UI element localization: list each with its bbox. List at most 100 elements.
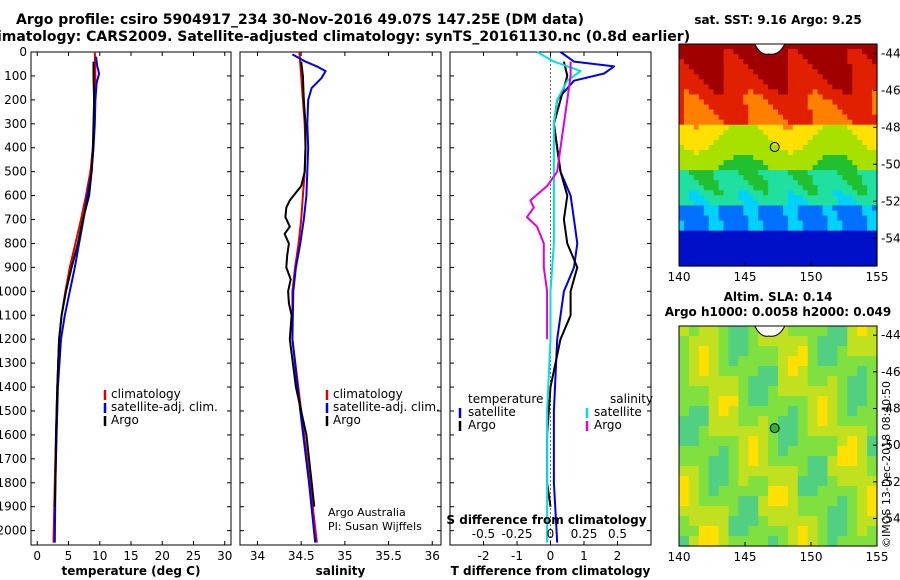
map-cell [688, 155, 695, 161]
map-cell [847, 336, 858, 347]
map-cell [688, 245, 695, 252]
figure-title-line1: Argo profile: csiro 5904917_234 30-Nov-2… [16, 12, 584, 28]
map-cell [842, 215, 848, 222]
map-cell [683, 69, 690, 75]
map-cell [812, 255, 819, 262]
map-cell [807, 336, 819, 347]
map-cell [867, 109, 873, 116]
map-cell [708, 446, 720, 457]
map-cell [688, 134, 695, 141]
map-cell [827, 195, 834, 202]
map-cell [852, 144, 858, 151]
map-cell [778, 486, 789, 497]
map-cell [857, 346, 868, 357]
map-cell [822, 245, 829, 252]
map-cell [852, 235, 858, 242]
map-cell [693, 205, 700, 212]
map-cell [758, 129, 764, 136]
map-cell [683, 180, 690, 186]
map-cell [837, 84, 843, 91]
map-cell [713, 149, 720, 156]
map-cell [698, 44, 705, 50]
map-cell [698, 366, 710, 377]
y-tick-label: -44 [881, 328, 900, 342]
map-cell [748, 119, 754, 126]
map-cell [773, 74, 779, 80]
map-cell [867, 59, 873, 65]
map-cell [792, 235, 799, 242]
x-tick-label: -2 [478, 549, 490, 563]
map-cell [822, 49, 829, 55]
legend-entry: satellite [468, 405, 516, 419]
map-cell [778, 94, 784, 101]
y-tick-label: -54 [881, 512, 900, 526]
map-cell [708, 94, 715, 101]
map-cell [708, 195, 715, 202]
map-cell [867, 175, 873, 181]
map-cell [797, 155, 804, 161]
map-cell [693, 250, 700, 257]
map-cell [862, 185, 868, 191]
map-cell [822, 175, 829, 181]
map-cell [842, 185, 848, 191]
map-cell [679, 170, 685, 176]
map-cell [703, 200, 710, 207]
salinity-profile-panel: 34 34.5 35 35.5 36salinityclimatologysatelli… [239, 51, 442, 578]
map-cell [683, 114, 690, 121]
map-cell [713, 205, 720, 212]
map-cell [768, 366, 779, 377]
map-cell [822, 235, 829, 242]
map-cell [718, 119, 725, 126]
map-cell [743, 260, 749, 267]
map-cell [718, 114, 725, 121]
map-cell [807, 74, 814, 80]
map-cell [822, 134, 829, 141]
map-cell [787, 235, 794, 242]
map-cell [728, 89, 735, 96]
map-cell [748, 210, 754, 217]
map-cell [688, 366, 700, 377]
map-cell [827, 215, 834, 222]
map-cell [847, 64, 853, 70]
map-cell [857, 235, 863, 242]
map-cell [688, 220, 695, 227]
map-cell [688, 129, 695, 136]
map-cell [748, 446, 759, 457]
map-cell [802, 114, 809, 121]
map-cell [748, 129, 754, 136]
map-cell [743, 230, 749, 237]
map-cell [728, 200, 735, 207]
map-cell [872, 160, 878, 166]
map-cell [792, 99, 799, 106]
map-cell [693, 260, 700, 267]
map-cell [852, 190, 858, 196]
map-cell [782, 69, 789, 75]
map-cell [867, 74, 873, 80]
map-cell [862, 69, 868, 75]
map-cell [782, 210, 789, 217]
map-cell [758, 104, 764, 111]
map-cell [738, 149, 744, 156]
x-axis-label-secondary: S difference from climatology [446, 513, 646, 527]
map-cell [723, 155, 730, 161]
difference-profile-panel: -2 -1 0 1 2T difference from climatologytemp… [446, 51, 653, 578]
y-tick-label: 400 [4, 141, 27, 155]
map-cell [768, 240, 774, 247]
tasmania-land [753, 325, 786, 337]
map-cell [718, 516, 730, 527]
map-cell [807, 406, 819, 417]
map-cell [703, 74, 710, 80]
map-cell [718, 64, 725, 70]
map-cell [847, 94, 853, 101]
map-cell [698, 59, 705, 65]
map-cell [679, 109, 685, 116]
map-cell [768, 54, 774, 60]
map-cell [842, 79, 848, 85]
map-cell [847, 190, 853, 196]
map-cell [782, 230, 789, 237]
map-cell [827, 496, 838, 507]
map-cell [807, 346, 819, 357]
map-cell [728, 476, 739, 487]
map-cell [723, 215, 730, 222]
map-cell [768, 215, 774, 222]
